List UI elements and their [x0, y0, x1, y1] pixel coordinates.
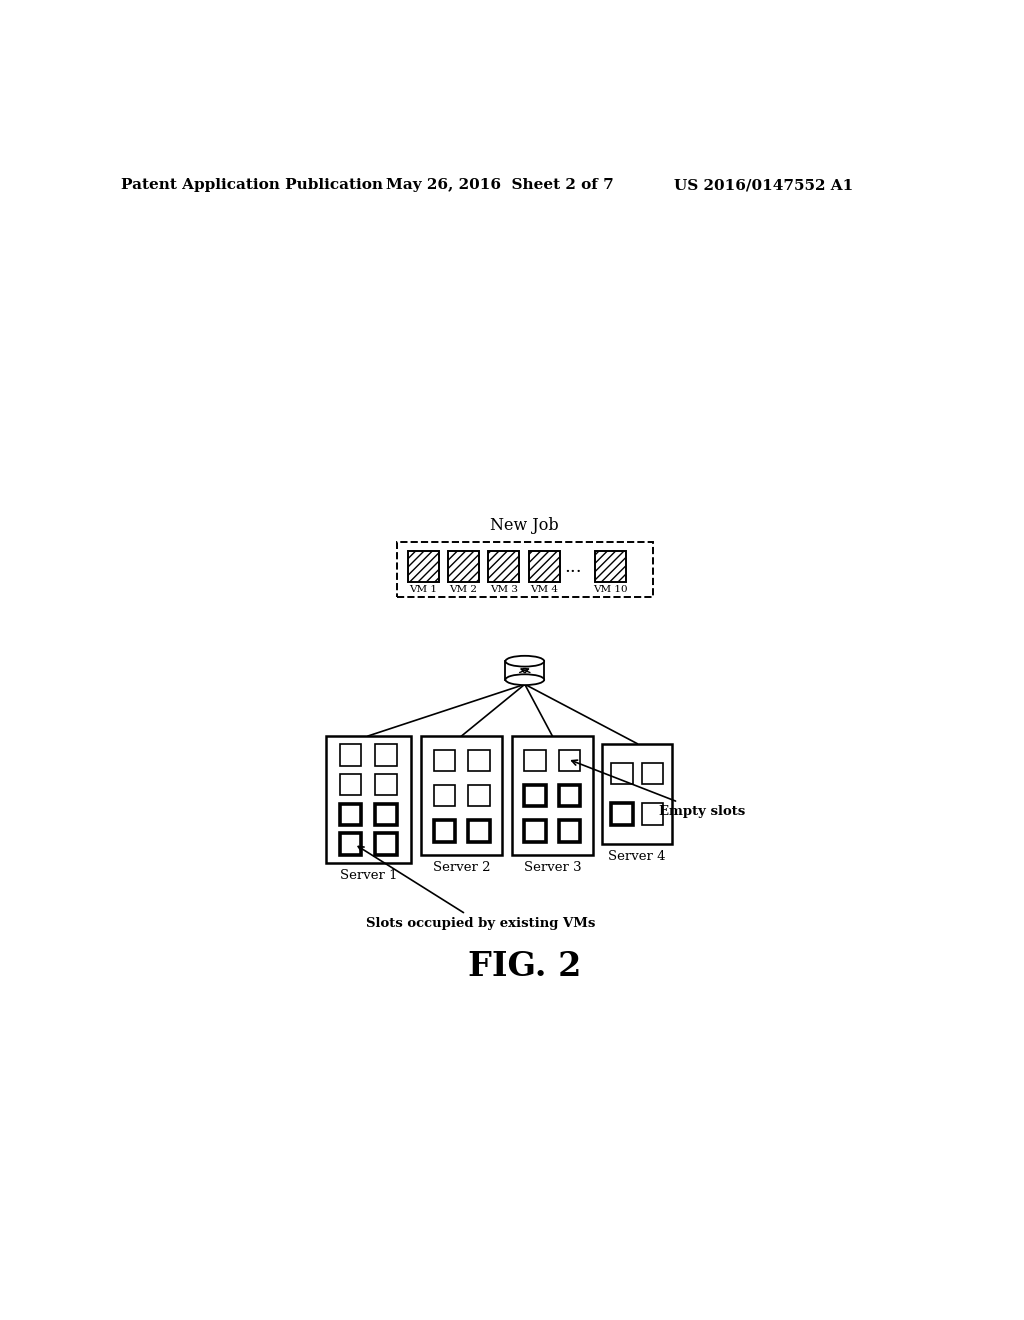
Text: US 2016/0147552 A1: US 2016/0147552 A1	[674, 178, 853, 193]
Bar	[340, 744, 361, 766]
Bar	[559, 750, 581, 771]
Bar	[433, 820, 456, 842]
Bar	[528, 552, 560, 582]
Bar	[340, 804, 361, 825]
Text: Server 2: Server 2	[433, 862, 490, 874]
Text: May 26, 2016  Sheet 2 of 7: May 26, 2016 Sheet 2 of 7	[386, 178, 613, 193]
Text: Empty slots: Empty slots	[571, 760, 745, 818]
Bar	[559, 785, 581, 807]
Text: ...: ...	[564, 557, 582, 576]
Bar	[421, 737, 503, 855]
Ellipse shape	[506, 656, 544, 667]
Bar	[375, 774, 397, 796]
Text: VM 1: VM 1	[410, 585, 437, 594]
Bar	[375, 833, 397, 855]
Ellipse shape	[506, 675, 544, 685]
Bar	[433, 750, 456, 771]
Text: Server 3: Server 3	[523, 862, 582, 874]
Bar	[340, 774, 361, 796]
Bar	[340, 833, 361, 855]
Text: Patent Application Publication: Patent Application Publication	[121, 178, 383, 193]
Bar	[611, 763, 633, 784]
Bar	[468, 750, 489, 771]
Bar	[449, 552, 479, 582]
Bar	[506, 661, 544, 680]
Bar	[433, 785, 456, 807]
Bar	[488, 552, 519, 582]
Bar	[468, 820, 489, 842]
Bar	[524, 785, 546, 807]
Bar	[642, 803, 664, 825]
Bar	[375, 804, 397, 825]
Bar	[524, 750, 546, 771]
Bar	[468, 785, 489, 807]
Bar	[512, 737, 593, 855]
Bar	[559, 820, 581, 842]
Text: VM 4: VM 4	[530, 585, 558, 594]
Bar	[642, 763, 664, 784]
Bar	[408, 552, 438, 582]
Text: Server 1: Server 1	[340, 869, 397, 882]
Text: VM 3: VM 3	[489, 585, 518, 594]
Bar	[602, 743, 672, 843]
Text: New Job: New Job	[490, 517, 559, 535]
Text: FIG. 2: FIG. 2	[468, 950, 582, 983]
Bar	[397, 543, 652, 598]
Bar	[375, 744, 397, 766]
Bar	[524, 820, 546, 842]
Text: Slots occupied by existing VMs: Slots occupied by existing VMs	[358, 846, 595, 929]
Text: Server 4: Server 4	[608, 850, 666, 863]
Text: VM 10: VM 10	[593, 585, 628, 594]
Bar	[326, 737, 411, 863]
Bar	[595, 552, 626, 582]
Bar	[611, 803, 633, 825]
Text: VM 2: VM 2	[450, 585, 477, 594]
